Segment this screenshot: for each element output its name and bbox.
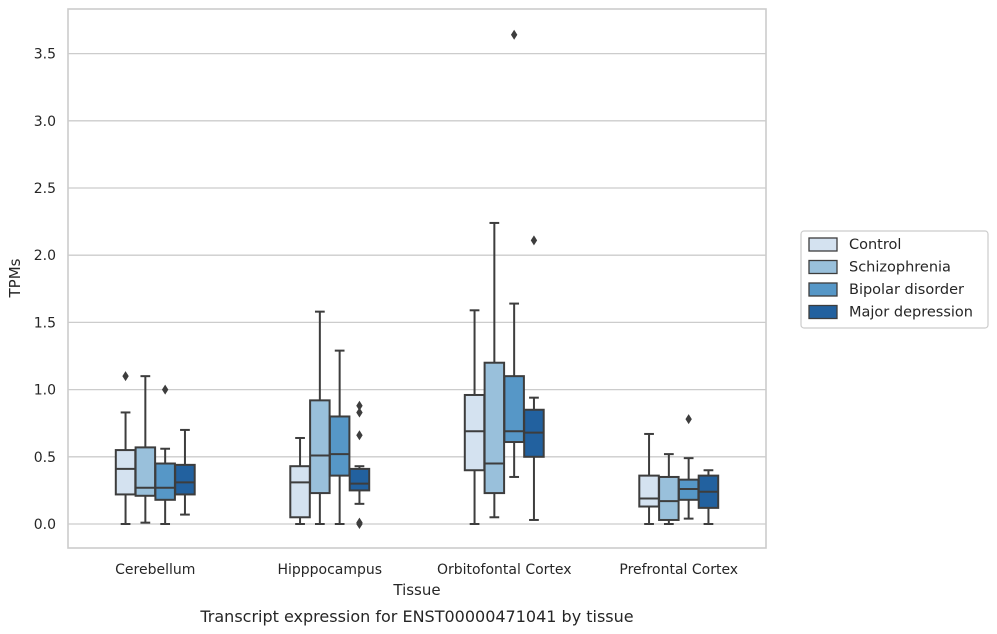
box-bipolar-disorder: [503, 29, 525, 478]
iqr-box: [328, 415, 351, 477]
outlier-point: [161, 384, 169, 395]
legend-label: Bipolar disorder: [849, 282, 964, 298]
figure-caption: Transcript expression for ENST0000047104…: [199, 607, 633, 626]
iqr-box: [289, 465, 311, 519]
legend-swatch: [808, 259, 838, 275]
iqr-box: [174, 463, 196, 496]
iqr-box: [348, 467, 371, 492]
iqr-box: [638, 474, 660, 508]
y-tick-label: 3.0: [34, 114, 56, 130]
y-tick-label: 1.0: [34, 383, 56, 399]
legend-label: Control: [849, 237, 901, 253]
legend-swatch: [808, 304, 838, 320]
outlier-point: [356, 517, 363, 528]
iqr-box: [154, 462, 176, 501]
legend-label: Major depression: [849, 305, 973, 321]
x-tick-label: Prefrontal Cortex: [619, 562, 738, 578]
iqr-box: [483, 361, 506, 495]
plot-frame: [67, 8, 767, 549]
box-major-depression: [174, 428, 196, 516]
legend-swatch: [808, 237, 838, 252]
outlier-point: [510, 29, 518, 40]
y-tick-label: 1.5: [34, 315, 56, 331]
outlier-point: [356, 400, 363, 411]
y-tick-labels: 0.0 0.5 1.0 1.5 2.0 2.5 3.0 3.5: [34, 47, 56, 533]
box-control: [463, 309, 486, 525]
box-schizophrenia: [658, 453, 680, 525]
legend-label: Schizophrenia: [849, 260, 951, 276]
iqr-box: [658, 475, 680, 521]
y-tick-label: 0.5: [34, 450, 56, 466]
legend: Control Schizophrenia Bipolar disorder Majo…: [800, 230, 989, 329]
x-tick-label: Orbitofontal Cortex: [437, 562, 572, 578]
box-bipolar-disorder: [328, 349, 351, 525]
iqr-box: [114, 449, 137, 496]
box-major-depression: [697, 469, 720, 525]
iqr-box: [309, 399, 331, 495]
y-tick-label: 3.5: [34, 47, 56, 63]
box-control: [289, 436, 311, 525]
outlier-point: [530, 235, 538, 246]
box-bipolar-disorder: [677, 414, 700, 520]
x-axis-label: Tissue: [392, 581, 440, 599]
outlier-point: [356, 430, 363, 441]
box-major-depression: [348, 400, 371, 529]
box-groups: [114, 29, 720, 529]
outlier-point: [356, 407, 363, 418]
y-tick-label: 2.5: [34, 181, 56, 197]
legend-swatch: [808, 282, 838, 297]
outlier-point: [685, 414, 692, 425]
y-axis-label: TPMs: [6, 258, 24, 298]
box-control: [638, 432, 660, 525]
outlier-point: [122, 371, 129, 382]
x-tick-label: Cerebellum: [115, 562, 195, 578]
legend-frame: [800, 230, 989, 329]
y-tick-label: 2.0: [34, 248, 56, 264]
x-tick-labels: Cerebellum Hipppocampus Orbitofontal Corte…: [115, 562, 738, 578]
box-major-depression: [523, 235, 545, 521]
iqr-box: [463, 393, 486, 472]
x-tick-label: Hipppocampus: [277, 562, 382, 578]
y-tick-label: 0.0: [34, 517, 56, 533]
